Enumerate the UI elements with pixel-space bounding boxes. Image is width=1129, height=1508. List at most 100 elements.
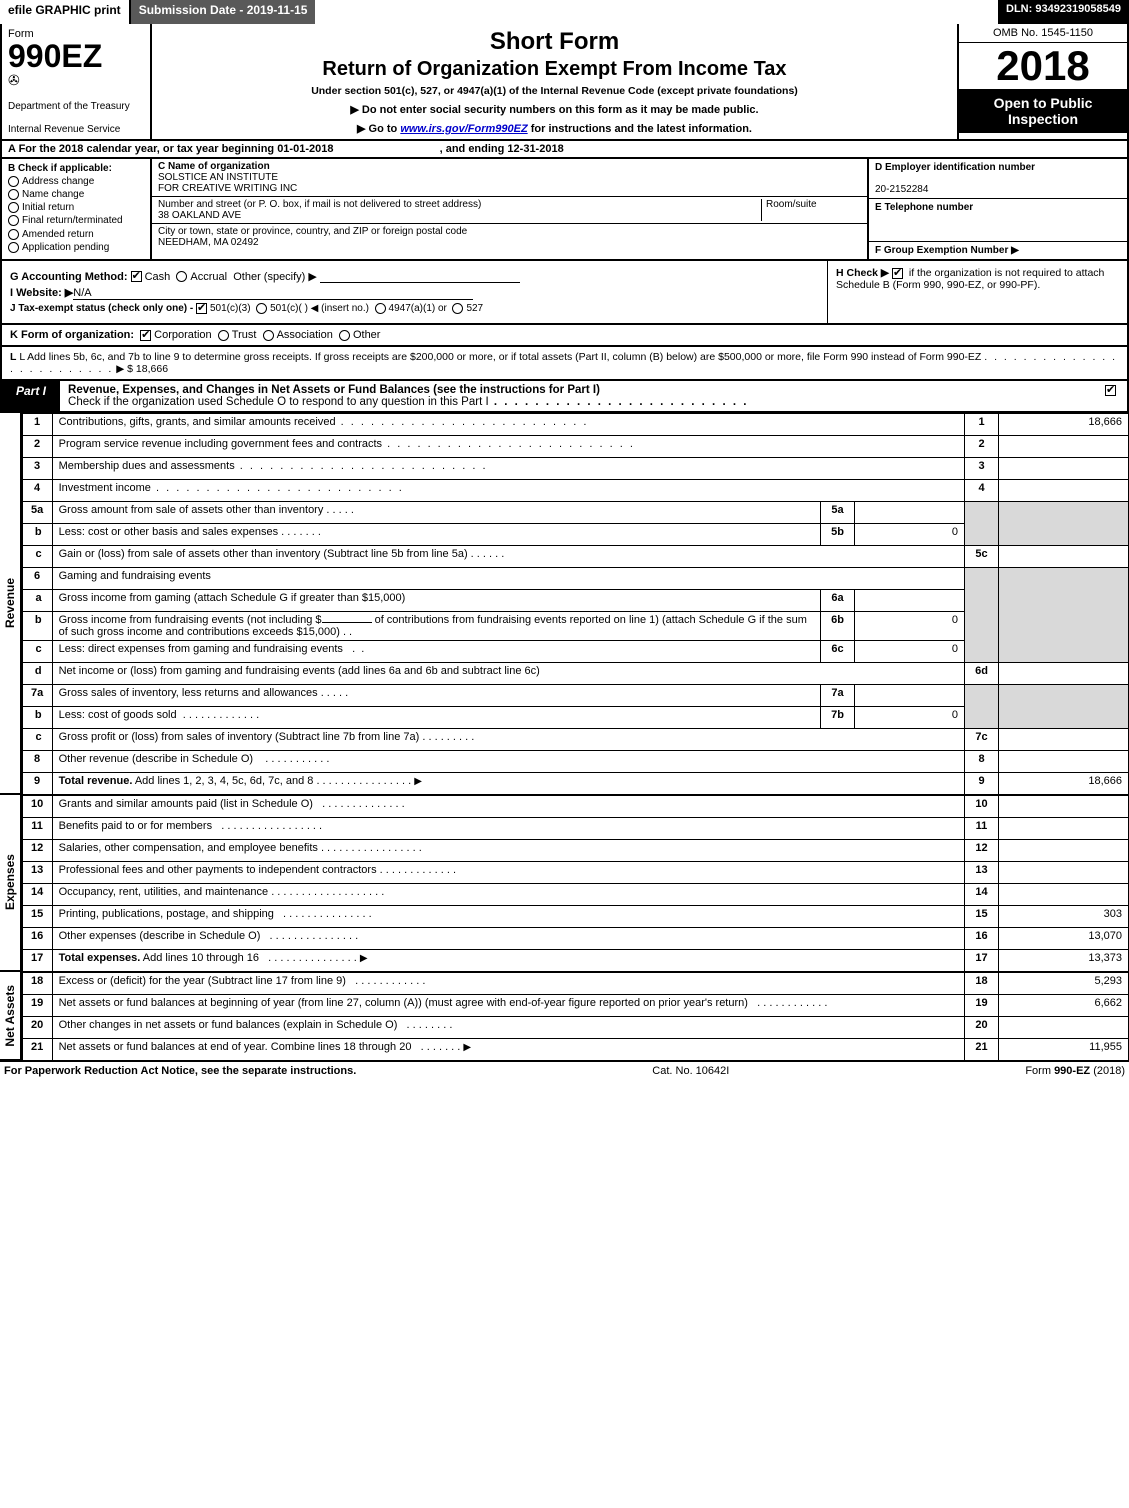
- row-1: 1Contributions, gifts, grants, and simil…: [22, 413, 1128, 435]
- section-a-ending: , and ending 12-31-2018: [440, 143, 564, 155]
- chk-final-return[interactable]: [8, 215, 19, 226]
- row-19: 19Net assets or fund balances at beginni…: [22, 994, 1128, 1016]
- row-4: 4Investment income4: [22, 479, 1128, 501]
- d-ein: D Employer identification number 20-2152…: [869, 159, 1127, 199]
- website-value: N/A: [73, 287, 473, 300]
- other-specify-input[interactable]: [320, 271, 520, 283]
- irs-label: Internal Revenue Service: [8, 124, 144, 135]
- row-2: 2Program service revenue including gover…: [22, 435, 1128, 457]
- top-bar: efile GRAPHIC print Submission Date - 20…: [0, 0, 1129, 24]
- chk-trust[interactable]: [218, 330, 229, 341]
- chk-501c3[interactable]: [196, 303, 207, 314]
- dept-treasury: Department of the Treasury: [8, 101, 144, 112]
- chk-527[interactable]: [452, 303, 463, 314]
- header-right: OMB No. 1545-1150 2018 Open to Public In…: [957, 24, 1127, 139]
- chk-assoc[interactable]: [263, 330, 274, 341]
- row-6: 6Gaming and fundraising events: [22, 567, 1128, 589]
- org-name-2: FOR CREATIVE WRITING INC: [158, 183, 297, 194]
- submission-date: Submission Date - 2019-11-15: [131, 0, 316, 24]
- row-11: 11Benefits paid to or for members . . . …: [22, 817, 1128, 839]
- row-6c: cLess: direct expenses from gaming and f…: [22, 640, 1128, 662]
- chk-name-change[interactable]: [8, 189, 19, 200]
- row-7b: bLess: cost of goods sold . . . . . . . …: [22, 706, 1128, 728]
- row-6a: aGross income from gaming (attach Schedu…: [22, 589, 1128, 611]
- room-suite: Room/suite: [761, 199, 861, 221]
- chk-other[interactable]: [339, 330, 350, 341]
- chk-schedule-o[interactable]: [1105, 385, 1116, 396]
- part1-title: Revenue, Expenses, and Changes in Net As…: [60, 381, 1097, 411]
- netassets-section: Net Assets 18Excess or (deficit) for the…: [0, 972, 1129, 1061]
- table-expenses: 10Grants and similar amounts paid (list …: [22, 795, 1129, 972]
- expenses-section: Expenses 10Grants and similar amounts pa…: [0, 795, 1129, 972]
- vlabel-netassets: Net Assets: [0, 972, 22, 1061]
- col-c: C Name of organization SOLSTICE AN INSTI…: [152, 159, 867, 259]
- dln-label: DLN: 93492319058549: [998, 0, 1129, 24]
- ein-value: 20-2152284: [875, 184, 928, 195]
- chk-amended[interactable]: [8, 229, 19, 240]
- open-to-public: Open to Public Inspection: [959, 89, 1127, 133]
- chk-501c[interactable]: [256, 303, 267, 314]
- block-bcdef: B Check if applicable: Address change Na…: [0, 159, 1129, 261]
- block-k: K Form of organization: Corporation Trus…: [0, 325, 1129, 347]
- row-16: 16Other expenses (describe in Schedule O…: [22, 927, 1128, 949]
- vlabel-expenses: Expenses: [0, 795, 22, 972]
- section-a: A For the 2018 calendar year, or tax yea…: [0, 141, 1129, 159]
- tax-year: 2018: [959, 43, 1127, 89]
- chk-accrual[interactable]: [176, 271, 187, 282]
- chk-corp[interactable]: [140, 330, 151, 341]
- row-13: 13Professional fees and other payments t…: [22, 861, 1128, 883]
- row-17: 17Total expenses. Add lines 10 through 1…: [22, 949, 1128, 971]
- footer-left: For Paperwork Reduction Act Notice, see …: [4, 1065, 356, 1077]
- section-a-text: A For the 2018 calendar year, or tax yea…: [8, 143, 333, 155]
- block-ghij: G Accounting Method: Cash Accrual Other …: [0, 261, 1129, 325]
- row-org-name: C Name of organization SOLSTICE AN INSTI…: [152, 159, 867, 197]
- row-3: 3Membership dues and assessments3: [22, 457, 1128, 479]
- block-l: L L Add lines 5b, 6c, and 7b to line 9 t…: [0, 347, 1129, 381]
- efile-label: efile GRAPHIC print: [0, 0, 131, 24]
- line-g: G Accounting Method: Cash Accrual Other …: [10, 270, 819, 283]
- b-label: B Check if applicable:: [8, 163, 144, 174]
- col-b: B Check if applicable: Address change Na…: [2, 159, 152, 259]
- chk-4947[interactable]: [375, 303, 386, 314]
- row-10: 10Grants and similar amounts paid (list …: [22, 795, 1128, 817]
- row-9: 9Total revenue. Add lines 1, 2, 3, 4, 5c…: [22, 772, 1128, 794]
- row-city: City or town, state or province, country…: [152, 224, 867, 250]
- spacer: [315, 0, 998, 24]
- short-form-title: Short Form: [162, 28, 947, 56]
- row-7a: 7aGross sales of inventory, less returns…: [22, 684, 1128, 706]
- row-6d: dNet income or (loss) from gaming and fu…: [22, 662, 1128, 684]
- row-8: 8Other revenue (describe in Schedule O) …: [22, 750, 1128, 772]
- org-name-1: SOLSTICE AN INSTITUTE: [158, 172, 278, 183]
- footer-right: Form 990-EZ (2018): [1025, 1065, 1125, 1077]
- row-20: 20Other changes in net assets or fund ba…: [22, 1016, 1128, 1038]
- form-number: 990EZ: [8, 40, 144, 72]
- gh-right: H Check ▶ if the organization is not req…: [827, 261, 1127, 323]
- l-text: L Add lines 5b, 6c, and 7b to line 9 to …: [19, 351, 981, 363]
- line-j: J Tax-exempt status (check only one) - 5…: [10, 303, 819, 314]
- omb-number: OMB No. 1545-1150: [959, 24, 1127, 43]
- table-netassets: 18Excess or (deficit) for the year (Subt…: [22, 972, 1129, 1061]
- gh-left: G Accounting Method: Cash Accrual Other …: [2, 261, 827, 323]
- form-header: Form 990EZ ✇ Department of the Treasury …: [0, 24, 1129, 141]
- row-21: 21Net assets or fund balances at end of …: [22, 1038, 1128, 1060]
- row-5c: cGain or (loss) from sale of assets othe…: [22, 545, 1128, 567]
- header-left: Form 990EZ ✇ Department of the Treasury …: [2, 24, 152, 139]
- irs-link[interactable]: www.irs.gov/Form990EZ: [400, 123, 527, 135]
- chk-address-change[interactable]: [8, 176, 19, 187]
- org-city: NEEDHAM, MA 02492: [158, 237, 259, 248]
- table-revenue: 1Contributions, gifts, grants, and simil…: [22, 413, 1129, 795]
- e-phone: E Telephone number: [869, 199, 1127, 242]
- chk-h[interactable]: [892, 268, 903, 279]
- row-address: Number and street (or P. O. box, if mail…: [152, 197, 867, 224]
- row-6b: bGross income from fundraising events (n…: [22, 611, 1128, 640]
- row-12: 12Salaries, other compensation, and empl…: [22, 839, 1128, 861]
- org-address: 38 OAKLAND AVE: [158, 210, 241, 221]
- header-center: Short Form Return of Organization Exempt…: [152, 24, 957, 139]
- f-group: F Group Exemption Number ▶: [869, 242, 1127, 259]
- page-footer: For Paperwork Reduction Act Notice, see …: [0, 1061, 1129, 1080]
- seal-icon: ✇: [8, 72, 144, 89]
- footer-center: Cat. No. 10642I: [652, 1065, 729, 1077]
- chk-cash[interactable]: [131, 271, 142, 282]
- chk-pending[interactable]: [8, 242, 19, 253]
- chk-initial-return[interactable]: [8, 202, 19, 213]
